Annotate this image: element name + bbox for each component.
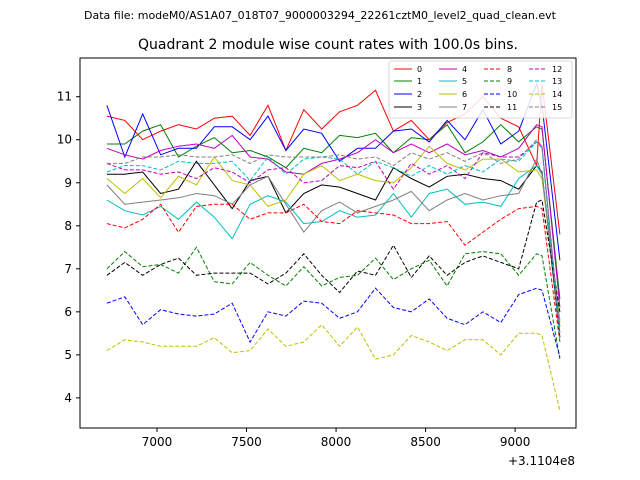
legend-label-3: 3 <box>417 103 422 112</box>
series-13-line <box>106 141 561 343</box>
legend-label-14: 14 <box>552 90 562 99</box>
series-1-line <box>106 123 561 299</box>
suptitle: Data file: modeM0/AS1A07_018T07_90000032… <box>84 9 557 22</box>
x-tick-label: 7500 <box>231 435 262 449</box>
chart-title: Quadrant 2 module wise count rates with … <box>138 37 518 53</box>
legend-label-6: 6 <box>462 90 467 99</box>
legend-label-11: 11 <box>507 103 517 112</box>
series-14-line <box>106 323 561 411</box>
legend-label-13: 13 <box>552 77 562 86</box>
y-tick-label: 8 <box>64 219 72 233</box>
legend-label-2: 2 <box>417 90 422 99</box>
legend-label-9: 9 <box>507 77 512 86</box>
legend-label-4: 4 <box>462 65 467 74</box>
x-tick-label: 9000 <box>500 435 531 449</box>
series-5-line <box>106 164 561 321</box>
series-6-line <box>106 145 561 323</box>
y-tick-label: 5 <box>64 348 72 362</box>
plot-frame <box>79 57 577 429</box>
series-3-line <box>106 160 561 338</box>
series-9-line <box>106 246 561 360</box>
legend-label-12: 12 <box>552 65 562 74</box>
legend-label-5: 5 <box>462 77 467 86</box>
series-12-line <box>106 141 561 334</box>
x-tick-label: 7000 <box>142 435 173 449</box>
y-axis: 4 5 6 7 8 9 10 11 <box>57 90 80 405</box>
x-axis: 7000 7500 8000 8500 9000 <box>142 428 531 449</box>
y-tick-label: 6 <box>64 305 72 319</box>
legend-label-0: 0 <box>417 65 422 74</box>
series-layer <box>106 82 561 411</box>
series-4-line <box>106 124 561 308</box>
series-7-line <box>106 157 561 327</box>
series-15-line <box>106 138 561 334</box>
legend-label-10: 10 <box>507 90 517 99</box>
legend-frame <box>388 60 573 119</box>
series-2-line <box>106 82 561 261</box>
legend-label-15: 15 <box>552 103 562 112</box>
series-10-line <box>106 287 561 358</box>
y-tick-label: 10 <box>57 133 72 147</box>
x-tick-label: 8500 <box>410 435 441 449</box>
legend-label-1: 1 <box>417 77 422 86</box>
y-tick-label: 9 <box>64 176 72 190</box>
legend-label-8: 8 <box>507 65 512 74</box>
y-tick-label: 7 <box>64 262 72 276</box>
legend-label-7: 7 <box>462 103 467 112</box>
y-tick-label: 11 <box>57 90 72 104</box>
x-axis-offset-label: +3.1104e8 <box>508 454 575 468</box>
y-tick-label: 4 <box>64 391 72 405</box>
series-8-line <box>106 203 561 343</box>
x-tick-label: 8000 <box>321 435 352 449</box>
series-11-line <box>106 199 561 312</box>
